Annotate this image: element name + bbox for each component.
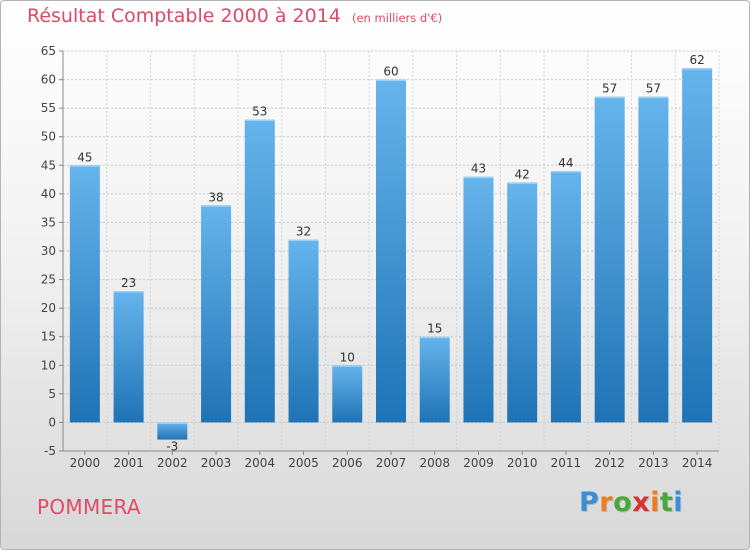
y-tick-label: 40 bbox=[41, 187, 56, 201]
x-tick-label: 2008 bbox=[419, 456, 450, 470]
bar-value-label: 57 bbox=[646, 82, 661, 96]
bar bbox=[288, 239, 319, 423]
y-tick-label: 35 bbox=[41, 215, 56, 229]
bar-highlight bbox=[201, 205, 232, 207]
logo-letter: r bbox=[599, 487, 614, 518]
labels: -5 0 5 10 15 20 25 30 35 40 45 50 55 60 65 45 2000 23 2001… bbox=[41, 44, 713, 470]
bar bbox=[463, 176, 494, 423]
logo-letter: i bbox=[673, 487, 684, 518]
bar-highlight bbox=[376, 79, 406, 82]
x-tick-label: 2010 bbox=[507, 456, 538, 470]
bar bbox=[550, 171, 581, 423]
x-tick-label: 2003 bbox=[201, 456, 232, 470]
y-tick-label: 15 bbox=[41, 330, 56, 344]
x-tick-label: 2007 bbox=[376, 456, 407, 470]
bar-highlight bbox=[594, 96, 625, 99]
bar-highlight bbox=[507, 182, 538, 184]
bar-value-label: 38 bbox=[208, 190, 223, 204]
proxiti-logo: Proxiti bbox=[579, 487, 683, 518]
commune-name: POMMERA bbox=[37, 495, 141, 519]
y-tick-label: 65 bbox=[41, 44, 56, 58]
logo-letter: x bbox=[632, 487, 651, 518]
bar-highlight bbox=[157, 422, 188, 424]
logo-letter: i bbox=[650, 487, 660, 518]
bar-value-label: 44 bbox=[558, 156, 573, 170]
bar-highlight bbox=[69, 165, 100, 167]
bar-value-label: 23 bbox=[121, 276, 136, 290]
bar-highlight bbox=[332, 365, 363, 367]
bar-highlight bbox=[113, 291, 144, 293]
logo-letter: o bbox=[613, 487, 633, 518]
x-tick-label: 2004 bbox=[245, 456, 276, 470]
x-tick-label: 2014 bbox=[682, 456, 713, 470]
bar-highlight bbox=[682, 68, 713, 70]
bar bbox=[682, 68, 713, 423]
y-tick-label: 55 bbox=[41, 101, 56, 115]
x-tick-label: 2006 bbox=[332, 456, 363, 470]
chart-subtitle: (en milliers d'€) bbox=[351, 11, 443, 25]
bar-value-label: 10 bbox=[340, 350, 355, 364]
bar-value-label: 45 bbox=[77, 150, 92, 164]
y-tick-label: 10 bbox=[41, 358, 56, 372]
x-tick-label: 2001 bbox=[113, 456, 144, 470]
bar-value-label: 42 bbox=[515, 167, 530, 181]
bar-value-label: 53 bbox=[252, 105, 267, 119]
bar-value-label: 15 bbox=[427, 322, 442, 336]
x-tick-label: 2009 bbox=[463, 456, 494, 470]
bar-value-label: 62 bbox=[689, 53, 704, 67]
bar bbox=[419, 336, 450, 423]
y-tick-label: 50 bbox=[41, 130, 56, 144]
chart-title: Résultat Comptable 2000 à 2014 bbox=[27, 5, 341, 27]
bar bbox=[507, 182, 538, 423]
bar bbox=[201, 205, 232, 423]
y-tick-label: 0 bbox=[48, 415, 56, 429]
bar bbox=[244, 119, 275, 423]
bar bbox=[157, 422, 188, 440]
bar-highlight bbox=[550, 171, 581, 173]
x-tick-label: 2011 bbox=[551, 456, 582, 470]
y-tick-label: 5 bbox=[48, 387, 56, 401]
y-tick-label: -5 bbox=[44, 444, 56, 458]
bar bbox=[376, 79, 406, 423]
bar-value-label: 57 bbox=[602, 82, 617, 96]
logo-letter: P bbox=[579, 487, 600, 518]
bar-highlight bbox=[419, 336, 450, 339]
y-tick-label: 60 bbox=[41, 73, 56, 87]
y-tick-label: 30 bbox=[41, 244, 56, 258]
bar bbox=[594, 96, 625, 423]
bar-value-label: 60 bbox=[383, 65, 398, 79]
x-tick-label: 2005 bbox=[288, 456, 319, 470]
bar-value-label: -3 bbox=[166, 440, 178, 454]
x-tick-label: 2002 bbox=[157, 456, 188, 470]
bar-value-label: 32 bbox=[296, 225, 311, 239]
x-tick-label: 2013 bbox=[638, 456, 669, 470]
y-tick-label: 25 bbox=[41, 273, 56, 287]
bar-highlight bbox=[288, 239, 319, 242]
logo-letter: t bbox=[659, 487, 674, 518]
bar bbox=[638, 96, 669, 423]
bars bbox=[69, 68, 713, 440]
bar-highlight bbox=[244, 119, 275, 122]
bar bbox=[332, 365, 363, 423]
chart-title-block: Résultat Comptable 2000 à 2014 (en milli… bbox=[27, 5, 442, 27]
bar-highlight bbox=[463, 176, 494, 179]
x-tick-label: 2012 bbox=[594, 456, 625, 470]
axes bbox=[59, 50, 719, 455]
y-tick-label: 20 bbox=[41, 301, 56, 315]
bar bbox=[69, 165, 100, 423]
bar bbox=[113, 291, 144, 423]
y-tick-label: 45 bbox=[41, 158, 56, 172]
bar-highlight bbox=[638, 96, 669, 99]
x-tick-label: 2000 bbox=[70, 456, 101, 470]
bar-value-label: 43 bbox=[471, 162, 486, 176]
